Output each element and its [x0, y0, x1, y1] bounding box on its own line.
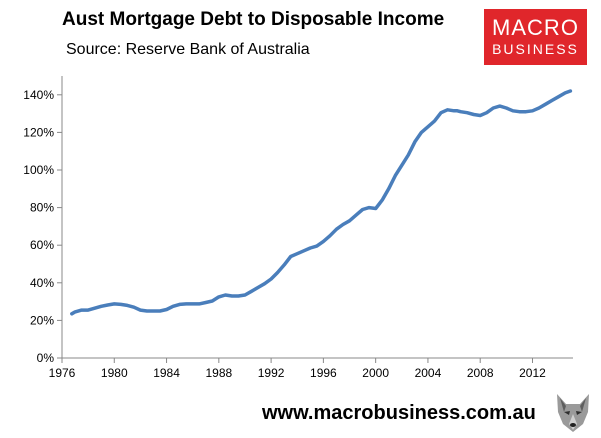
logo-line-2: BUSINESS: [492, 41, 579, 57]
x-tick-label: 2000: [362, 366, 389, 380]
plot-area: [70, 89, 573, 316]
x-tick-label: 1992: [258, 366, 285, 380]
website-url[interactable]: www.macrobusiness.com.au: [262, 402, 536, 424]
series-line: [70, 89, 573, 316]
macrobusiness-logo: MACRO BUSINESS: [484, 9, 587, 65]
y-tick-label: 20%: [30, 313, 54, 327]
chart-subtitle: Source: Reserve Bank of Australia: [66, 41, 310, 58]
x-tick-label: 1980: [101, 366, 128, 380]
wolf-icon: [551, 390, 595, 434]
y-tick-label: 80%: [30, 201, 54, 215]
x-tick-label: 2008: [467, 366, 494, 380]
tick-labels: 0% 20% 40% 60% 80% 100% 120% 140% 1976 1980 1984 19…: [23, 88, 546, 380]
x-tick-label: 1984: [153, 366, 180, 380]
x-tick-label: 1976: [49, 366, 76, 380]
chart-axes: [57, 76, 573, 363]
y-tick-label: 140%: [23, 88, 54, 102]
y-tick-label: 100%: [23, 163, 54, 177]
chart-title: Aust Mortgage Debt to Disposable Income: [62, 9, 445, 30]
y-tick-label: 0%: [37, 351, 55, 365]
y-tick-label: 40%: [30, 276, 54, 290]
y-tick-label: 120%: [23, 125, 54, 139]
x-tick-label: 2012: [519, 366, 546, 380]
x-tick-label: 2004: [415, 366, 442, 380]
y-tick-label: 60%: [30, 238, 54, 252]
x-tick-label: 1988: [205, 366, 232, 380]
x-tick-label: 1996: [310, 366, 337, 380]
logo-line-1: MACRO: [492, 15, 579, 40]
